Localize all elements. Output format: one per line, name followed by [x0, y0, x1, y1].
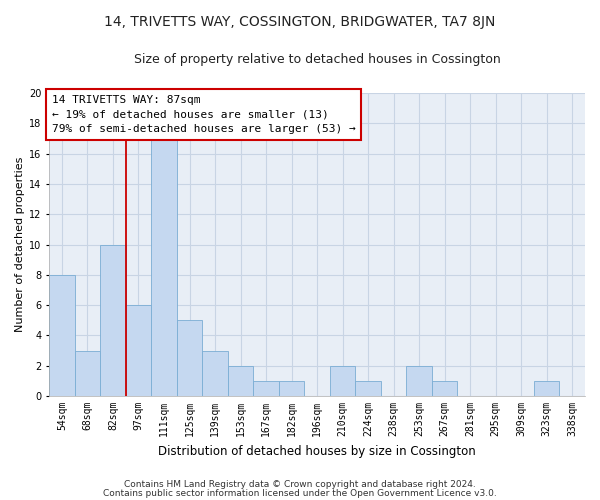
Text: 14, TRIVETTS WAY, COSSINGTON, BRIDGWATER, TA7 8JN: 14, TRIVETTS WAY, COSSINGTON, BRIDGWATER…	[104, 15, 496, 29]
Bar	[74, 350, 100, 396]
Bar	[49, 275, 74, 396]
Bar	[534, 381, 559, 396]
Text: Contains public sector information licensed under the Open Government Licence v3: Contains public sector information licen…	[103, 489, 497, 498]
Bar	[279, 381, 304, 396]
Title: Size of property relative to detached houses in Cossington: Size of property relative to detached ho…	[134, 52, 500, 66]
Bar	[228, 366, 253, 396]
Bar	[126, 305, 151, 396]
Bar	[355, 381, 381, 396]
Bar	[100, 244, 126, 396]
Y-axis label: Number of detached properties: Number of detached properties	[15, 157, 25, 332]
Bar	[432, 381, 457, 396]
Bar	[177, 320, 202, 396]
Bar	[330, 366, 355, 396]
Text: Contains HM Land Registry data © Crown copyright and database right 2024.: Contains HM Land Registry data © Crown c…	[124, 480, 476, 489]
Text: 14 TRIVETTS WAY: 87sqm
← 19% of detached houses are smaller (13)
79% of semi-det: 14 TRIVETTS WAY: 87sqm ← 19% of detached…	[52, 94, 356, 134]
Bar	[253, 381, 279, 396]
Bar	[406, 366, 432, 396]
Bar	[202, 350, 228, 396]
Bar	[151, 138, 177, 396]
X-axis label: Distribution of detached houses by size in Cossington: Distribution of detached houses by size …	[158, 444, 476, 458]
